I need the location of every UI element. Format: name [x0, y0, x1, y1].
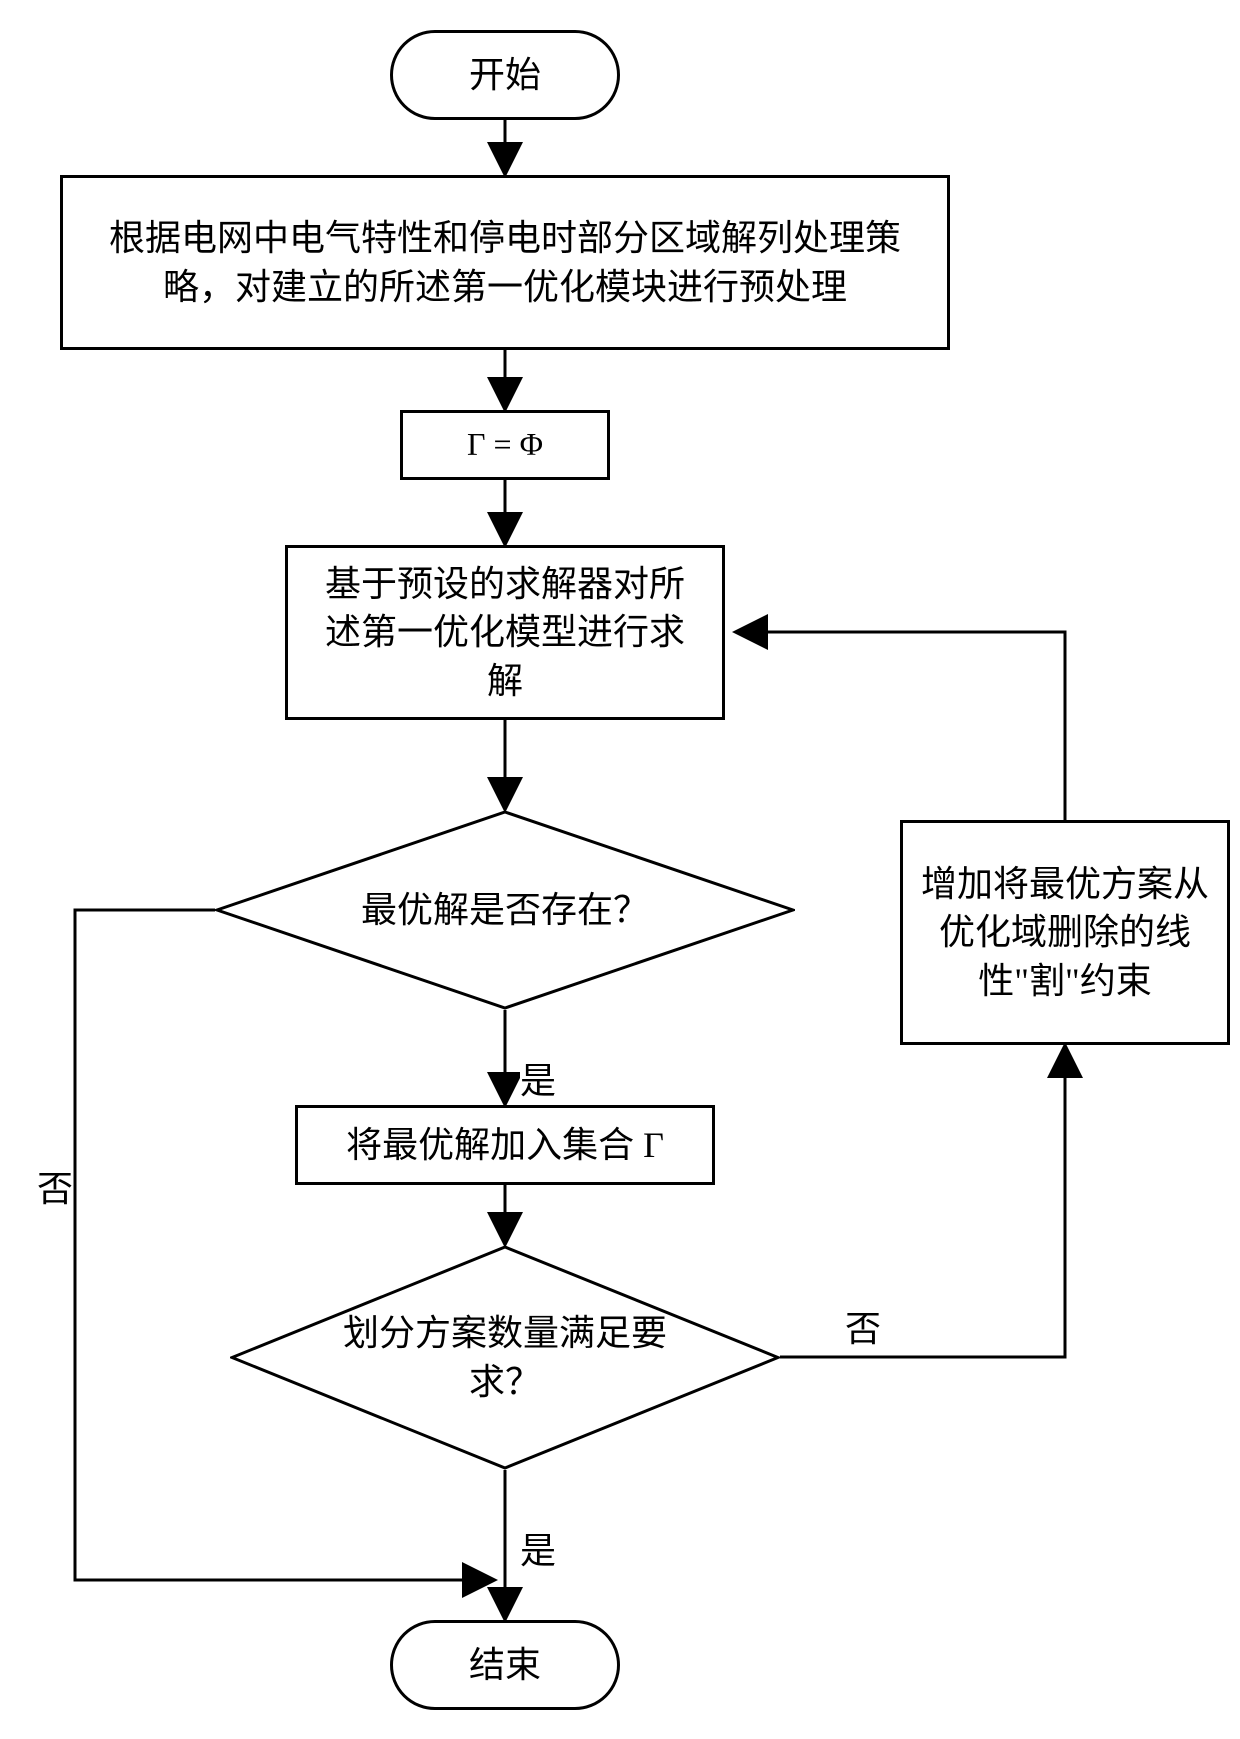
d1-no-text: 否 [37, 1169, 73, 1209]
d2-yes-label: 是 [520, 1522, 556, 1574]
start-node: 开始 [390, 30, 620, 120]
add-to-set-node: 将最优解加入集合 Γ [295, 1105, 715, 1185]
decision-exist-node: 最优解是否存在？ [215, 810, 795, 1010]
preprocess-text: 根据电网中电气特性和停电时部分区域解列处理策略，对建立的所述第一优化模块进行预处… [83, 214, 927, 311]
end-node: 结束 [390, 1620, 620, 1710]
d1-no-label: 否 [37, 1160, 73, 1212]
start-label: 开始 [469, 51, 541, 100]
cut-constraint-text: 增加将最优方案从优化域删除的线性"割"约束 [921, 860, 1209, 1006]
preprocess-node: 根据电网中电气特性和停电时部分区域解列处理策略，对建立的所述第一优化模块进行预处… [60, 175, 950, 350]
decision-count-node: 划分方案数量满足要求？ [230, 1245, 780, 1470]
decision-exist-text: 最优解是否存在？ [361, 886, 649, 935]
gamma-init-node: Γ = Φ [400, 410, 610, 480]
d1-yes-label: 是 [520, 1052, 556, 1104]
gamma-init-text: Γ = Φ [467, 423, 543, 466]
decision-count-text: 划分方案数量满足要求？ [335, 1309, 676, 1406]
d2-yes-text: 是 [520, 1531, 556, 1571]
solve-text: 基于预设的求解器对所述第一优化模型进行求解 [312, 560, 698, 706]
flowchart-canvas: 开始 根据电网中电气特性和停电时部分区域解列处理策略，对建立的所述第一优化模块进… [0, 0, 1240, 1739]
d1-yes-text: 是 [520, 1061, 556, 1101]
d2-no-text: 否 [845, 1309, 881, 1349]
end-label: 结束 [469, 1641, 541, 1690]
solve-node: 基于预设的求解器对所述第一优化模型进行求解 [285, 545, 725, 720]
cut-constraint-node: 增加将最优方案从优化域删除的线性"割"约束 [900, 820, 1230, 1045]
add-to-set-text: 将最优解加入集合 Γ [346, 1121, 664, 1170]
d2-no-label: 否 [845, 1300, 881, 1352]
